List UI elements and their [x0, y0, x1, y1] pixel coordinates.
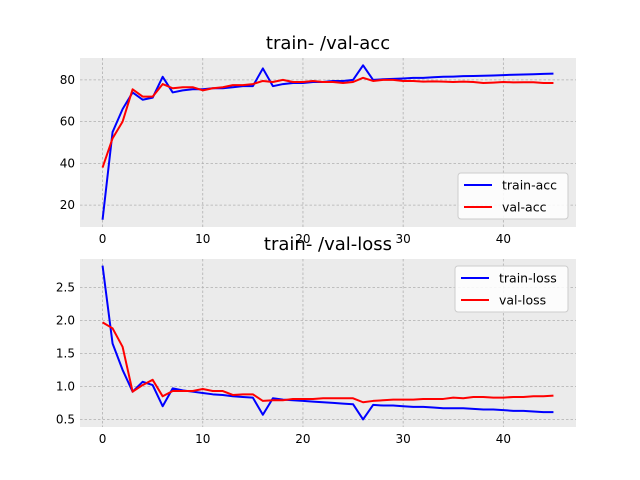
- accuracy-axes: 0 10 20 30 40 20 40 60 80 train- /val-acc train-ac…: [60, 33, 576, 246]
- y-tick-label: 20: [60, 198, 75, 212]
- chart-title: train- /val-acc: [266, 33, 390, 54]
- series-line-val-loss: [102, 321, 554, 404]
- legend-label: train-loss: [499, 271, 557, 286]
- x-tick-label: 40: [496, 432, 511, 446]
- x-tick-label: 20: [295, 232, 310, 246]
- x-tick-label: 10: [195, 432, 210, 446]
- series-line-train-loss: [101, 265, 554, 421]
- legend-label: val-acc: [502, 200, 547, 215]
- y-tick-label: 80: [60, 73, 75, 87]
- x-tick-label: 30: [396, 232, 411, 246]
- y-tick-label: 0.5: [56, 412, 75, 426]
- x-tick-label: 30: [396, 432, 411, 446]
- x-tick-label: 40: [496, 232, 511, 246]
- loss-axes: 0 10 20 30 40 0.5 1.0 1.5 2.0 2.5 train- /val-loss…: [56, 234, 576, 446]
- y-tick-label: 1.5: [56, 346, 75, 360]
- y-tick-label: 40: [60, 156, 75, 170]
- x-tick-label: 10: [195, 232, 210, 246]
- chart-title: train- /val-loss: [264, 234, 392, 255]
- y-tick-label: 2.5: [56, 280, 75, 294]
- x-tick-label: 20: [295, 432, 310, 446]
- legend-label: train-acc: [502, 178, 557, 193]
- x-tick-label: 0: [99, 232, 107, 246]
- x-tick-label: 0: [99, 432, 107, 446]
- y-tick-label: 60: [60, 115, 75, 129]
- series-line-val-acc: [101, 76, 554, 168]
- y-tick-label: 2.0: [56, 313, 75, 327]
- legend-label: val-loss: [499, 293, 546, 308]
- y-tick-label: 1.0: [56, 379, 75, 393]
